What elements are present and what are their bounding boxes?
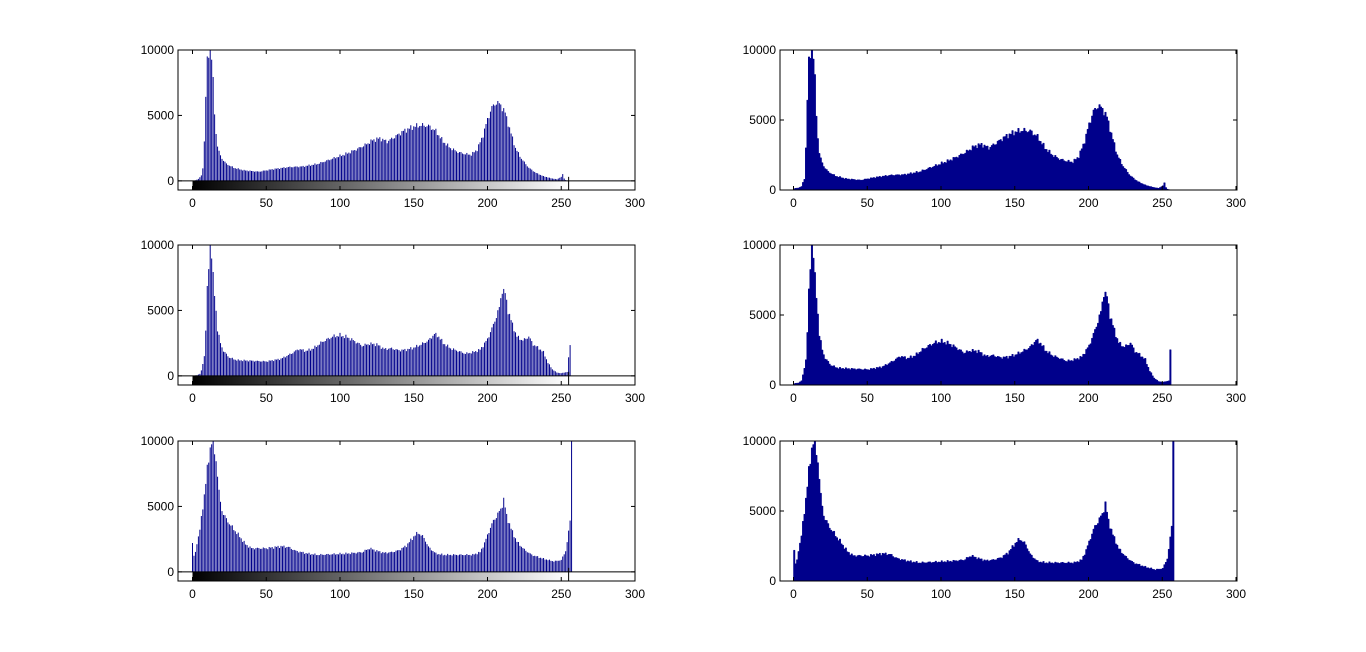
y-tick-label: 5000 bbox=[749, 113, 776, 127]
y-tick-label: 0 bbox=[167, 565, 174, 579]
x-tick-label: 150 bbox=[404, 391, 424, 405]
y-tick-label: 0 bbox=[769, 378, 776, 392]
x-tick-label: 250 bbox=[1152, 391, 1172, 405]
x-tick-label: 300 bbox=[1226, 391, 1246, 405]
grayscale-colorbar bbox=[192, 571, 569, 581]
x-tick-label: 50 bbox=[861, 391, 875, 405]
x-tick-label: 100 bbox=[330, 391, 350, 405]
histogram-panel: 0 50 100 150 200 250 300 0 5000 10000 bbox=[141, 434, 646, 601]
x-tick-label: 250 bbox=[551, 587, 571, 601]
x-tick-label: 250 bbox=[1152, 196, 1172, 210]
x-tick-label: 100 bbox=[330, 587, 350, 601]
x-tick-label: 200 bbox=[1078, 391, 1098, 405]
y-tick-label: 10000 bbox=[141, 43, 175, 57]
histogram-panel: 0 50 100 150 200 250 300 0 5000 10000 bbox=[743, 43, 1247, 210]
histogram-area bbox=[793, 245, 1173, 385]
grayscale-colorbar bbox=[192, 180, 569, 190]
x-tick-label: 0 bbox=[189, 391, 196, 405]
y-tick-label: 5000 bbox=[147, 499, 174, 513]
y-tick-label: 0 bbox=[167, 174, 174, 188]
y-tick-label: 0 bbox=[167, 369, 174, 383]
series-group bbox=[793, 441, 1176, 581]
histogram-panel: 0 50 100 150 200 250 300 0 5000 10000 bbox=[141, 238, 646, 405]
x-tick-label: 150 bbox=[404, 196, 424, 210]
x-tick-label: 150 bbox=[1005, 587, 1025, 601]
y-tick-label: 10000 bbox=[743, 434, 777, 448]
x-tick-label: 50 bbox=[260, 587, 274, 601]
x-tick-label: 300 bbox=[625, 391, 645, 405]
x-tick-label: 300 bbox=[625, 196, 645, 210]
x-tick-label: 0 bbox=[790, 391, 797, 405]
y-tick-label: 5000 bbox=[749, 504, 776, 518]
histogram-panel: 0 50 100 150 200 250 300 0 5000 10000 bbox=[141, 43, 646, 210]
x-tick-label: 300 bbox=[1226, 587, 1246, 601]
x-tick-label: 250 bbox=[1152, 587, 1172, 601]
x-tick-label: 200 bbox=[477, 587, 497, 601]
x-tick-label: 300 bbox=[1226, 196, 1246, 210]
x-tick-label: 0 bbox=[189, 587, 196, 601]
x-tick-label: 0 bbox=[790, 196, 797, 210]
series-group bbox=[793, 245, 1173, 385]
x-tick-label: 50 bbox=[260, 196, 274, 210]
histogram-area bbox=[793, 50, 1172, 190]
x-tick-label: 200 bbox=[477, 196, 497, 210]
x-tick-label: 100 bbox=[330, 196, 350, 210]
y-tick-label: 10000 bbox=[141, 238, 175, 252]
y-tick-label: 10000 bbox=[141, 434, 175, 448]
y-tick-label: 10000 bbox=[743, 238, 777, 252]
grayscale-colorbar bbox=[192, 375, 569, 385]
x-tick-label: 150 bbox=[404, 587, 424, 601]
y-tick-label: 0 bbox=[769, 183, 776, 197]
x-tick-label: 50 bbox=[861, 587, 875, 601]
x-tick-label: 250 bbox=[551, 196, 571, 210]
histogram-area bbox=[793, 441, 1176, 581]
y-tick-label: 10000 bbox=[743, 43, 777, 57]
x-tick-label: 300 bbox=[625, 587, 645, 601]
y-tick-label: 5000 bbox=[147, 108, 174, 122]
y-tick-label: 5000 bbox=[147, 303, 174, 317]
x-tick-label: 250 bbox=[551, 391, 571, 405]
axes-box bbox=[177, 49, 636, 191]
histogram-panel: 0 50 100 150 200 250 300 0 5000 10000 bbox=[743, 238, 1247, 405]
x-tick-label: 50 bbox=[260, 391, 274, 405]
x-tick-label: 100 bbox=[931, 391, 951, 405]
x-tick-label: 0 bbox=[790, 587, 797, 601]
x-tick-label: 150 bbox=[1005, 196, 1025, 210]
series-group bbox=[193, 245, 571, 376]
series-group bbox=[193, 50, 568, 181]
histogram-panel: 0 50 100 150 200 250 300 0 5000 10000 bbox=[743, 434, 1247, 601]
axes-box bbox=[177, 440, 636, 582]
y-tick-label: 5000 bbox=[749, 308, 776, 322]
x-tick-label: 200 bbox=[477, 391, 497, 405]
x-tick-label: 0 bbox=[189, 196, 196, 210]
x-tick-label: 150 bbox=[1005, 391, 1025, 405]
x-tick-label: 50 bbox=[861, 196, 875, 210]
y-tick-label: 0 bbox=[769, 574, 776, 588]
x-tick-label: 200 bbox=[1078, 196, 1098, 210]
series-group bbox=[192, 441, 573, 572]
series-group bbox=[793, 50, 1172, 190]
axes-box bbox=[177, 244, 636, 386]
x-tick-label: 100 bbox=[931, 587, 951, 601]
x-tick-label: 100 bbox=[931, 196, 951, 210]
x-tick-label: 200 bbox=[1078, 587, 1098, 601]
